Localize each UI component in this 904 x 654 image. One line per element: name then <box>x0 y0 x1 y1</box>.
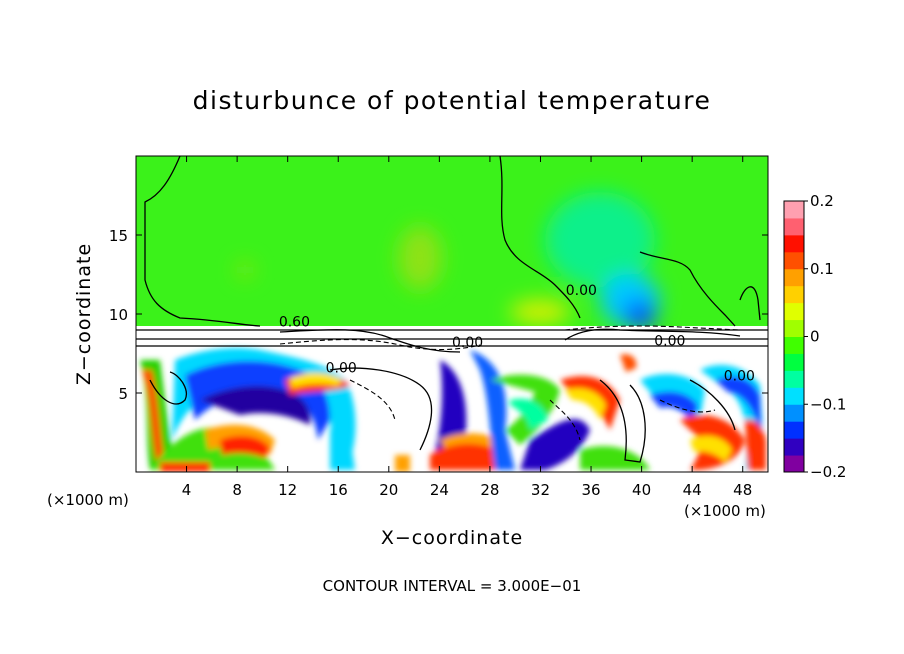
y-axis-label: Z−coordinate <box>73 242 95 386</box>
x-unit-left: (×1000 m) <box>47 491 129 509</box>
upper-blob-6 <box>237 262 253 278</box>
x-tick-label-9: 40 <box>632 481 651 499</box>
colorbar-swatch-4 <box>784 387 804 405</box>
x-tick-label-0: 4 <box>182 481 192 499</box>
colorbar-swatch-14 <box>784 217 804 236</box>
x-tick-label-6: 28 <box>480 481 499 499</box>
colorbar-swatch-0 <box>784 455 804 473</box>
colorbar: 0.2 0.1 0 −0.1 −0.2 <box>783 192 846 481</box>
x-tick-label-11: 48 <box>733 481 752 499</box>
colorbar-swatch-6 <box>784 353 804 371</box>
colorbar-swatch-12 <box>784 251 804 270</box>
y-tick-label-2: 15 <box>109 227 128 245</box>
colorbar-swatch-3 <box>784 404 804 422</box>
colorbar-tick-label-0: 0.2 <box>810 192 834 210</box>
colorbar-tick-label-1: 0.1 <box>810 260 834 278</box>
x-tick-label-1: 8 <box>232 481 242 499</box>
colorbar-swatch-13 <box>784 234 804 253</box>
x-tick-label-4: 20 <box>379 481 398 499</box>
colorbar-swatch-11 <box>784 268 804 287</box>
y-tick-label-1: 10 <box>109 306 128 324</box>
y-axis: 5 10 15 <box>109 227 768 403</box>
colorbar-tick-label-4: −0.2 <box>810 463 846 481</box>
colorbar-swatch-5 <box>784 370 804 388</box>
contour-label-0: 0.60 <box>279 315 310 331</box>
colorbar-swatch-2 <box>784 421 804 439</box>
colorbar-tick-label-3: −0.1 <box>810 395 846 413</box>
contour-interval-note: CONTOUR INTERVAL = 3.000E−01 <box>322 577 582 595</box>
contour-label-5: 0.00 <box>724 368 755 384</box>
x-unit-right: (×1000 m) <box>684 502 766 520</box>
colorbar-swatch-10 <box>784 285 804 304</box>
colorbar-swatch-7 <box>784 336 804 354</box>
x-tick-label-5: 24 <box>430 481 449 499</box>
upper-blob-5 <box>510 300 570 324</box>
contour-label-1: 0.00 <box>326 360 357 376</box>
colorbar-swatch-9 <box>784 302 804 321</box>
colorbar-swatch-1 <box>784 438 804 456</box>
x-tick-label-8: 36 <box>581 481 600 499</box>
x-axis: 4 8 12 16 20 24 28 32 36 40 44 48 <box>182 156 752 499</box>
upper-blob-2 <box>545 192 655 288</box>
x-tick-label-3: 16 <box>329 481 348 499</box>
contour-label-3: 0.00 <box>566 283 597 299</box>
contour-lines <box>136 156 768 463</box>
x-tick-label-10: 44 <box>683 481 702 499</box>
upper-layer <box>136 156 768 330</box>
colorbar-tick-label-2: 0 <box>810 328 820 346</box>
negative-contours <box>279 325 741 441</box>
heatmap-field <box>136 156 768 472</box>
chart-title: disturbunce of potential temperature <box>192 86 712 115</box>
x-tick-label-7: 32 <box>531 481 550 499</box>
lower-structures <box>140 348 766 472</box>
contour-label-2: 0.00 <box>452 335 483 351</box>
x-axis-label: X−coordinate <box>380 527 524 549</box>
upper-blob-4 <box>624 301 656 329</box>
contour-label-4: 0.00 <box>654 334 685 350</box>
x-tick-label-2: 12 <box>278 481 297 499</box>
colorbar-swatch-8 <box>784 319 804 337</box>
colorbar-swatch-15 <box>784 201 804 219</box>
contour-label-layer: 0.60 0.00 0.00 0.00 0.00 0.00 <box>279 283 755 384</box>
y-tick-label-0: 5 <box>118 385 128 403</box>
upper-blob-1 <box>398 226 442 290</box>
